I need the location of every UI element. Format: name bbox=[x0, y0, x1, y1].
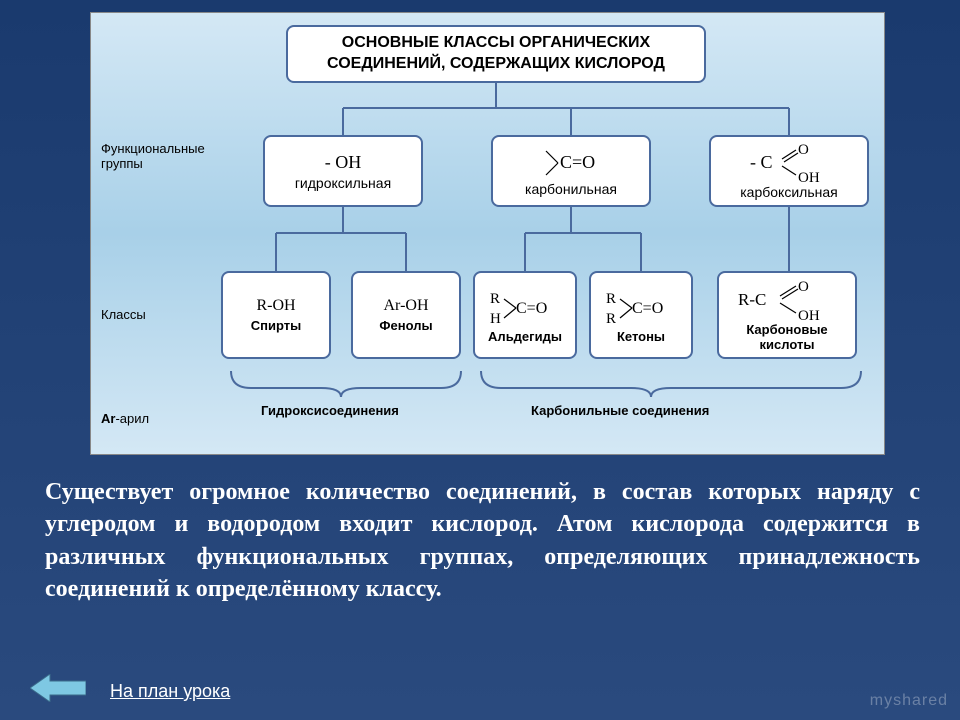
class-label: Фенолы bbox=[379, 318, 432, 333]
class-box-aldehydes: R H C=O Альдегиды bbox=[473, 271, 577, 359]
svg-text:R: R bbox=[490, 291, 500, 307]
carboxylic-formula-icon: R-C O OH bbox=[732, 278, 842, 322]
class-label: Спирты bbox=[251, 318, 301, 333]
svg-text:O: O bbox=[798, 142, 809, 158]
class-formula: Ar-OH bbox=[384, 297, 429, 315]
class-box-ketones: R R C=O Кетоны bbox=[589, 271, 693, 359]
ketone-formula-icon: R R C=O bbox=[602, 287, 680, 329]
fg-label: карбонильная bbox=[525, 181, 617, 197]
svg-text:C=O: C=O bbox=[560, 152, 595, 172]
class-label: Альдегиды bbox=[488, 329, 562, 344]
fg-box-carbonyl: C=O карбонильная bbox=[491, 135, 651, 207]
class-box-phenols: Ar-OH Фенолы bbox=[351, 271, 461, 359]
svg-text:R: R bbox=[606, 311, 616, 327]
carbonyl-formula-icon: C=O bbox=[536, 145, 606, 181]
back-arrow-icon[interactable] bbox=[30, 674, 86, 702]
plan-link[interactable]: На план урока bbox=[110, 681, 230, 702]
class-formula: R-OH bbox=[256, 297, 295, 315]
diagram-panel: ОСНОВНЫЕ КЛАССЫ ОРГАНИЧЕСКИХ СОЕДИНЕНИЙ,… bbox=[90, 12, 885, 455]
side-label-aryl: Ar-арил bbox=[101, 411, 149, 426]
fg-formula: - OH bbox=[325, 152, 362, 173]
aldehyde-formula-icon: R H C=O bbox=[486, 287, 564, 329]
fg-label: карбоксильная bbox=[740, 184, 837, 200]
class-box-carboxylic-acids: R-C O OH Карбоновые кислоты bbox=[717, 271, 857, 359]
class-label: Кетоны bbox=[617, 329, 665, 344]
carboxyl-formula-icon: - C O OH bbox=[744, 142, 834, 184]
watermark: myshared bbox=[870, 692, 948, 710]
group-label-hydroxy: Гидроксисоединения bbox=[261, 403, 399, 418]
svg-text:R-C: R-C bbox=[738, 290, 766, 309]
side-label-functional-groups: Функциональные группы bbox=[101, 141, 231, 171]
fg-box-hydroxyl: - OH гидроксильная bbox=[263, 135, 423, 207]
body-paragraph: Существует огромное количество соединени… bbox=[45, 476, 920, 606]
svg-text:C=O: C=O bbox=[632, 300, 663, 317]
svg-text:R: R bbox=[606, 291, 616, 307]
class-box-alcohols: R-OH Спирты bbox=[221, 271, 331, 359]
fg-label: гидроксильная bbox=[295, 175, 391, 191]
side-label-classes: Классы bbox=[101, 307, 146, 322]
svg-text:H: H bbox=[490, 311, 501, 327]
svg-text:OH: OH bbox=[798, 308, 820, 322]
svg-text:C=O: C=O bbox=[516, 300, 547, 317]
svg-text:O: O bbox=[798, 279, 809, 295]
group-label-carbonyl: Карбонильные соединения bbox=[531, 403, 709, 418]
fg-box-carboxyl: - C O OH карбоксильная bbox=[709, 135, 869, 207]
diagram-title: ОСНОВНЫЕ КЛАССЫ ОРГАНИЧЕСКИХ СОЕДИНЕНИЙ,… bbox=[286, 25, 706, 83]
class-label: Карбоновые кислоты bbox=[725, 322, 849, 352]
svg-text:OH: OH bbox=[798, 170, 820, 184]
svg-text:- C: - C bbox=[750, 152, 773, 172]
